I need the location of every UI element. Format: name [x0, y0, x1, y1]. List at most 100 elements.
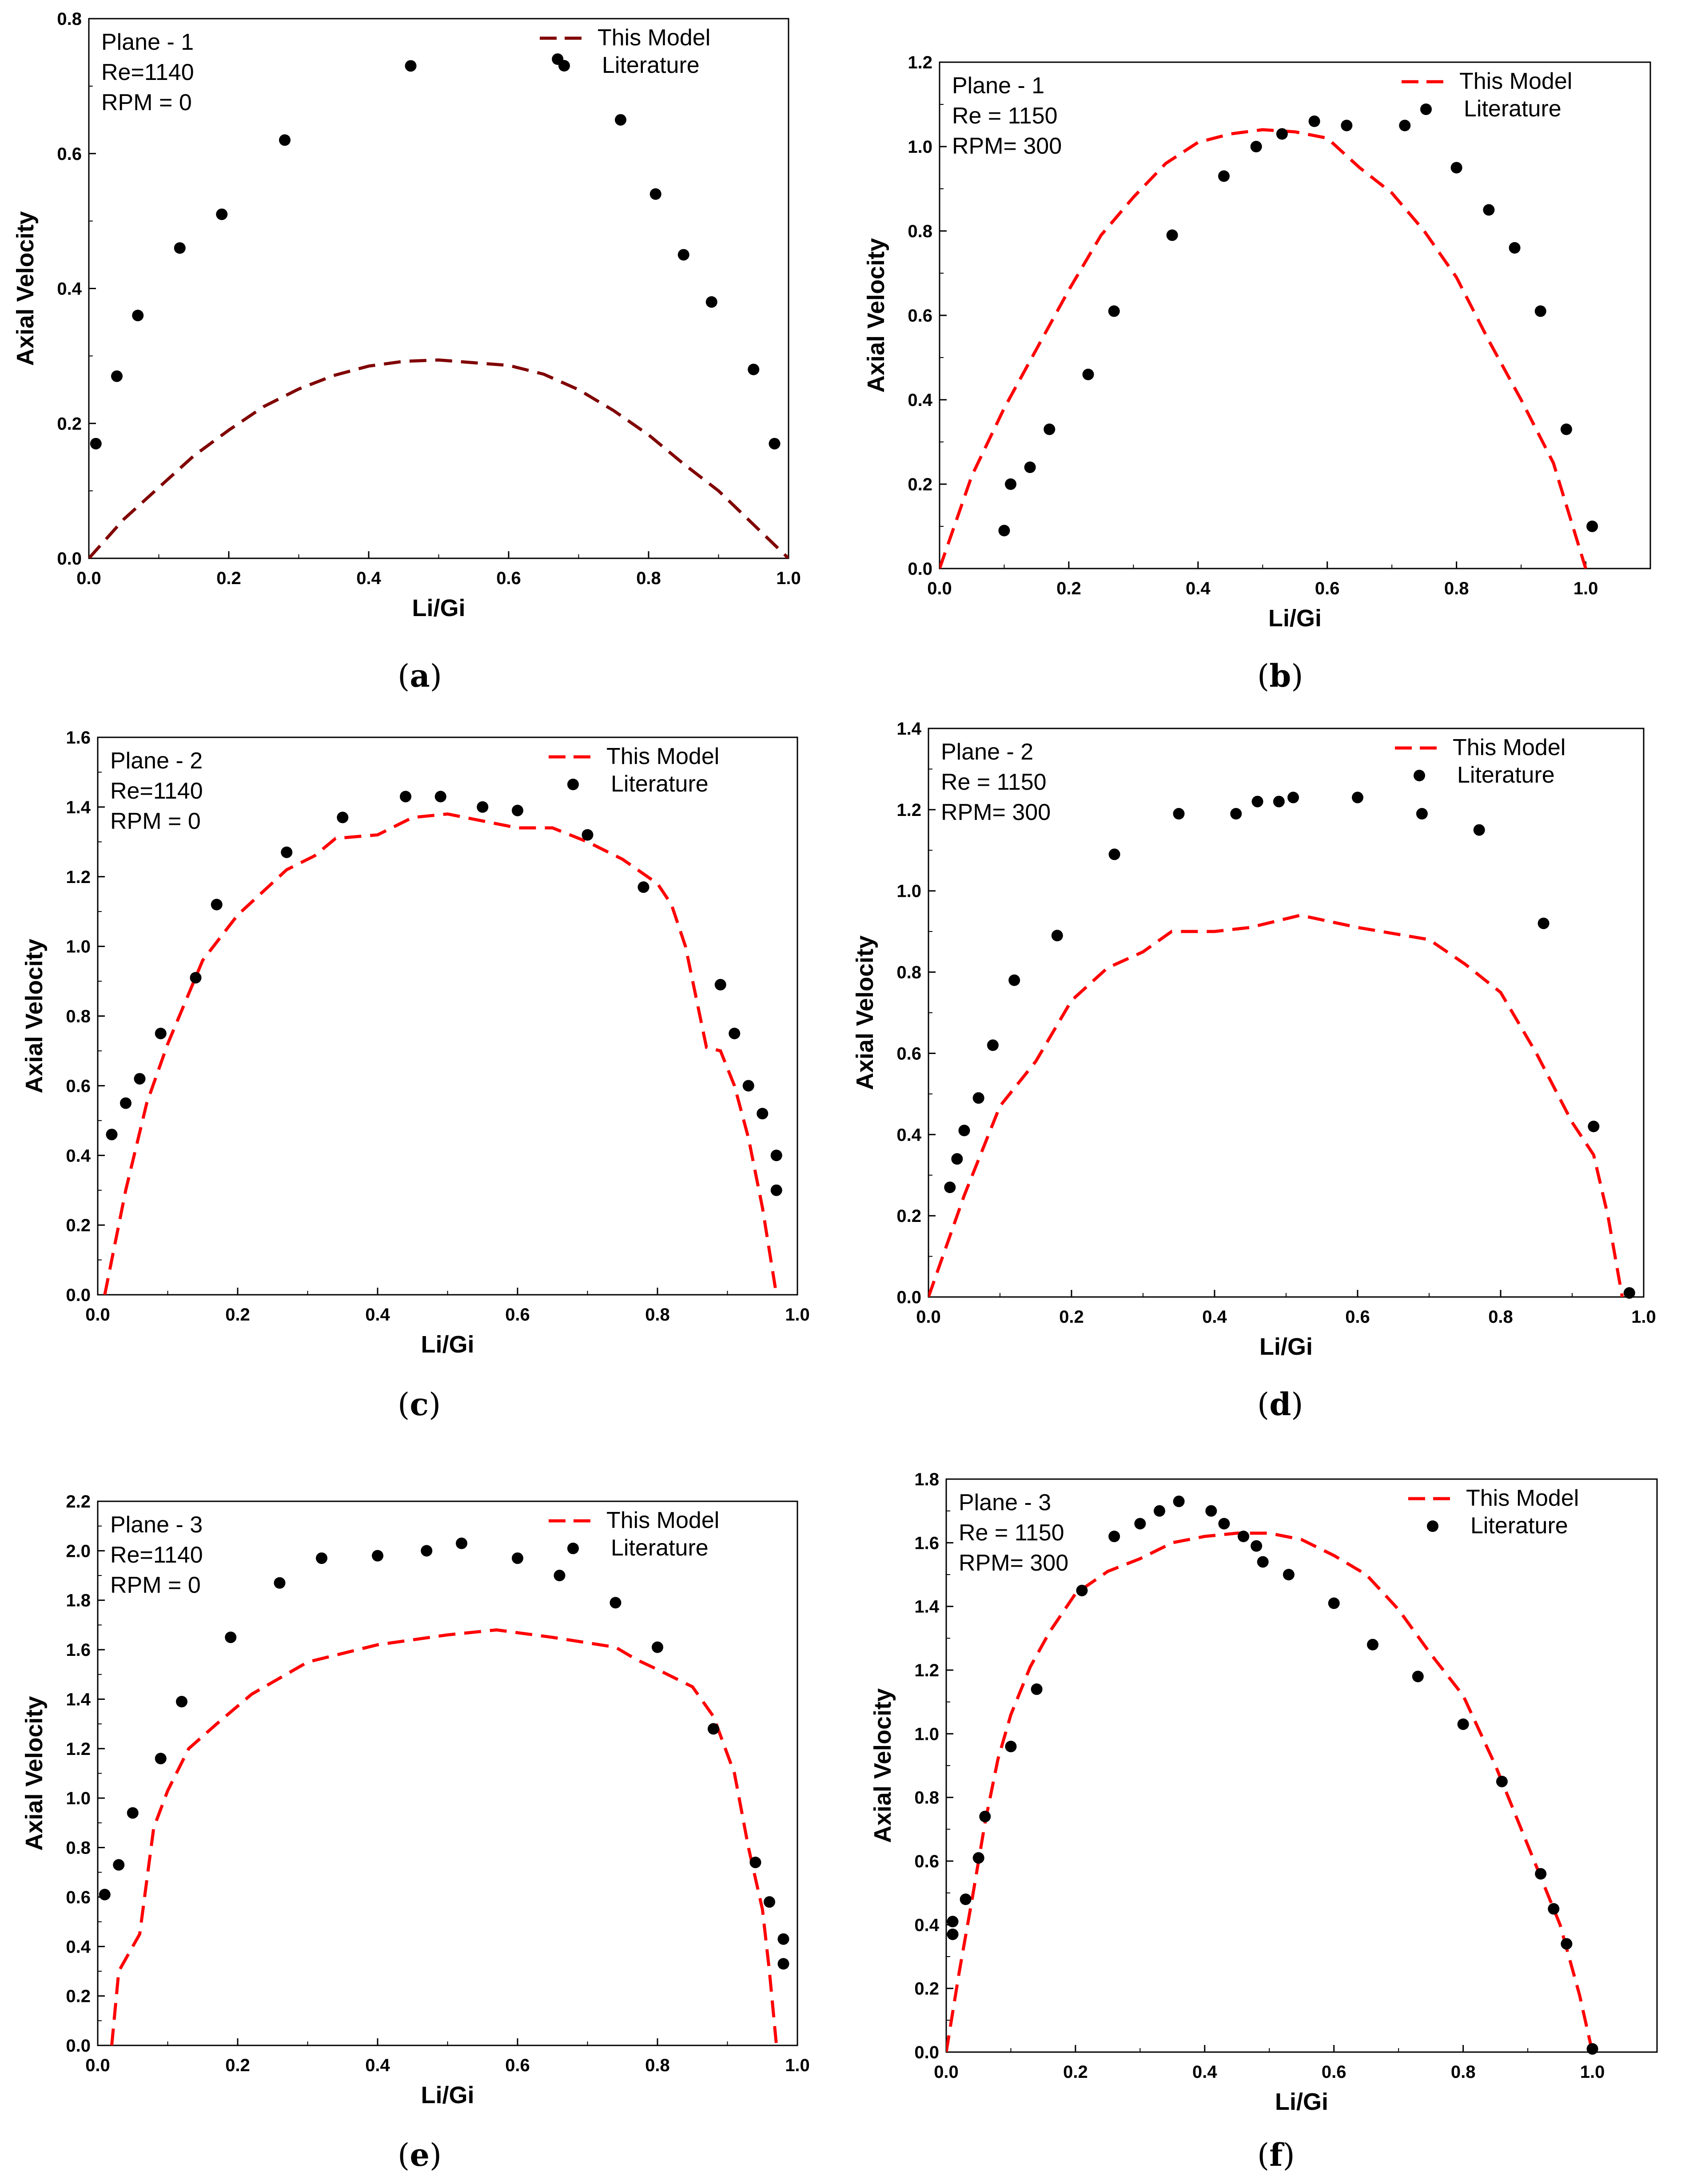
- literature-point: [127, 1807, 139, 1819]
- y-tick-label: 0.4: [57, 279, 82, 299]
- legend-literature-label: Literature: [611, 1535, 709, 1561]
- literature-point: [400, 791, 411, 803]
- x-axis-label: Li/Gi: [421, 1331, 474, 1358]
- literature-point: [1108, 848, 1120, 860]
- literature-point: [677, 249, 689, 261]
- x-tick-label: 0.2: [1063, 2062, 1088, 2082]
- x-tick-label: 0.6: [1322, 2062, 1346, 2082]
- literature-point: [1031, 1683, 1043, 1695]
- y-tick-label: 0.0: [908, 559, 932, 579]
- legend-model-label: This Model: [606, 1508, 719, 1533]
- annotation-line: Plane - 1: [101, 29, 194, 55]
- series-this-model-line: [946, 1532, 1594, 2052]
- literature-point: [1205, 1505, 1217, 1517]
- literature-point: [1154, 1505, 1165, 1517]
- series-this-model-line: [928, 914, 1624, 1297]
- y-tick-label: 1.2: [896, 800, 921, 820]
- literature-point: [1457, 1718, 1469, 1730]
- legend-literature-swatch: [1420, 103, 1432, 115]
- literature-point: [972, 1852, 984, 1864]
- caption-paren: ): [430, 658, 442, 694]
- literature-point: [1044, 423, 1056, 435]
- literature-point: [279, 134, 291, 146]
- literature-point: [1328, 1597, 1340, 1609]
- literature-point: [1218, 170, 1230, 182]
- literature-point: [960, 1894, 972, 1905]
- panel-caption: (f): [1257, 2136, 1295, 2173]
- y-tick-label: 0.6: [896, 1044, 921, 1063]
- caption-paren: ): [1291, 658, 1303, 694]
- literature-point: [582, 829, 594, 841]
- literature-point: [770, 1150, 782, 1162]
- y-tick-label: 1.2: [914, 1661, 939, 1680]
- x-tick-label: 0.0: [76, 569, 101, 588]
- y-tick-label: 0.6: [914, 1852, 939, 1871]
- y-axis-label: Axial Velocity: [869, 1688, 896, 1843]
- literature-point: [421, 1545, 433, 1557]
- legend-literature-label: Literature: [611, 771, 709, 797]
- literature-point: [120, 1097, 131, 1109]
- legend-literature-swatch: [1414, 770, 1425, 781]
- x-tick-label: 0.8: [645, 2056, 670, 2075]
- annotation-line: Re=1140: [110, 1542, 203, 1568]
- literature-point: [1230, 808, 1242, 819]
- literature-point: [1367, 1639, 1378, 1651]
- x-tick-label: 0.8: [645, 1305, 670, 1325]
- legend-literature-swatch: [567, 1543, 579, 1554]
- literature-point: [1352, 792, 1363, 804]
- x-tick-label: 0.6: [1315, 579, 1340, 598]
- y-tick-label: 1.2: [908, 53, 932, 72]
- annotation-line: Plane - 3: [959, 1490, 1051, 1516]
- panel-caption: (b): [1257, 657, 1303, 694]
- y-tick-label: 1.0: [896, 882, 921, 901]
- legend-model-label: This Model: [1453, 735, 1565, 760]
- literature-point: [90, 438, 102, 450]
- series-this-model-line: [110, 1628, 778, 2045]
- literature-point: [1005, 478, 1016, 490]
- y-tick-label: 0.4: [908, 390, 932, 410]
- y-tick-label: 0.8: [66, 1007, 91, 1026]
- annotation-line: Re = 1150: [941, 769, 1047, 795]
- literature-point: [757, 1108, 769, 1120]
- caption-paren: (: [1257, 658, 1270, 694]
- caption-paren: (: [1257, 2137, 1270, 2173]
- x-tick-label: 0.8: [636, 569, 661, 588]
- annotation-line: RPM = 0: [110, 1572, 201, 1598]
- literature-point: [1134, 1518, 1146, 1530]
- literature-point: [708, 1723, 719, 1735]
- annotation-line: Re = 1150: [959, 1520, 1064, 1546]
- x-tick-label: 0.2: [1059, 1307, 1084, 1327]
- annotation-line: Re = 1150: [952, 103, 1058, 129]
- literature-point: [281, 846, 293, 858]
- literature-point: [1496, 1775, 1508, 1787]
- literature-point: [1416, 808, 1428, 819]
- panel-caption: (d): [1257, 1386, 1303, 1423]
- literature-point: [1308, 115, 1320, 127]
- literature-point: [951, 1153, 963, 1165]
- legend-literature-label: Literature: [1470, 1513, 1568, 1539]
- literature-point: [1173, 808, 1185, 819]
- literature-point: [1173, 1496, 1185, 1508]
- y-tick-label: 1.4: [66, 1690, 91, 1709]
- legend-literature-swatch: [1427, 1520, 1438, 1532]
- caption-letter: d: [1269, 1386, 1291, 1423]
- literature-point: [1005, 1741, 1017, 1752]
- x-tick-label: 0.6: [496, 569, 521, 588]
- y-tick-label: 1.8: [914, 1470, 939, 1489]
- y-tick-label: 0.6: [66, 1076, 91, 1096]
- x-tick-label: 1.0: [776, 569, 801, 588]
- x-axis-label: Li/Gi: [421, 2082, 474, 2108]
- y-tick-label: 1.4: [66, 798, 91, 817]
- y-tick-label: 0.6: [57, 144, 82, 164]
- y-tick-label: 2.2: [66, 1492, 91, 1512]
- literature-point: [337, 812, 349, 823]
- literature-point: [729, 1027, 741, 1039]
- literature-point: [113, 1859, 125, 1871]
- literature-point: [225, 1631, 237, 1643]
- literature-point: [749, 1856, 761, 1868]
- y-tick-label: 0.2: [908, 475, 932, 494]
- literature-point: [1561, 1938, 1573, 1950]
- x-tick-label: 1.0: [1631, 1307, 1656, 1327]
- literature-point: [1276, 128, 1288, 140]
